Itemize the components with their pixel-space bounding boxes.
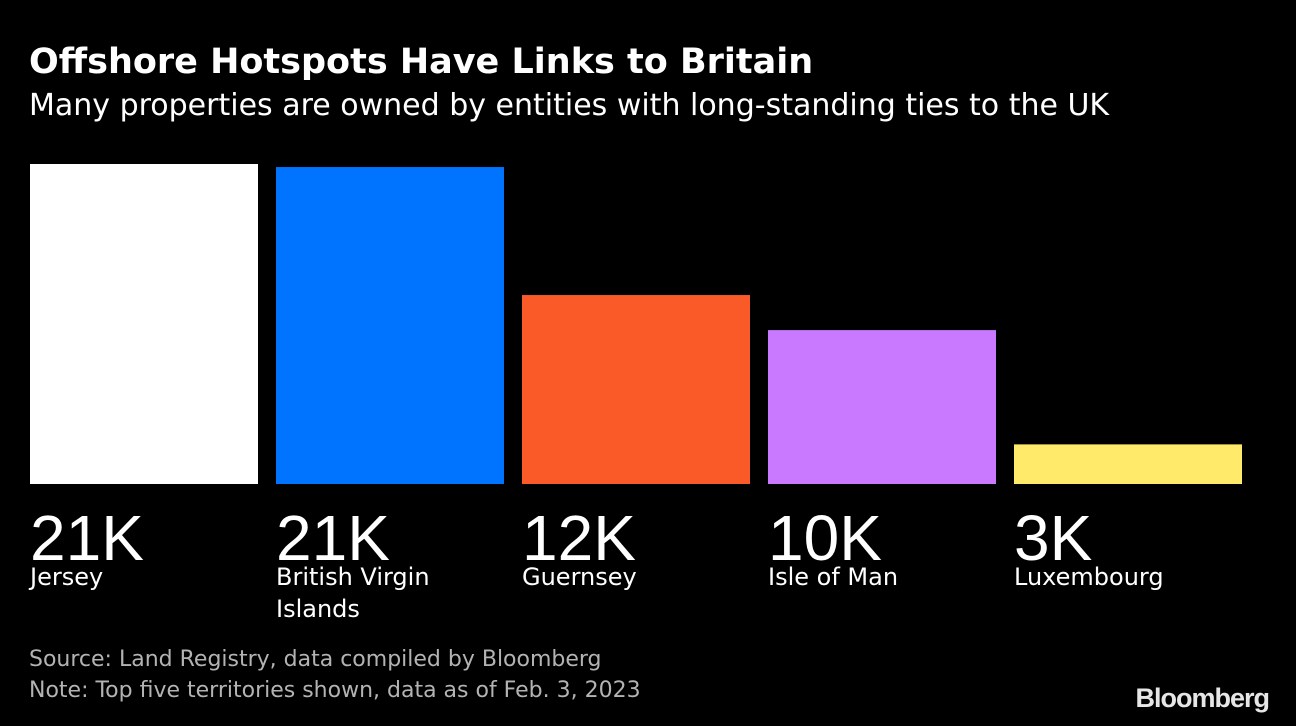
- category-label: Guernsey: [522, 563, 637, 591]
- source-note: Source: Land Registry, data compiled by …: [29, 647, 602, 672]
- chart-subtitle: Many properties are owned by entities wi…: [29, 88, 1110, 123]
- bloomberg-logo: Bloomberg: [1135, 683, 1270, 713]
- data-note: Note: Top five territories shown, data a…: [29, 678, 641, 703]
- bar-jersey: [30, 164, 258, 484]
- chart-footer: Source: Land Registry, data compiled by …: [29, 644, 641, 706]
- bar-luxembourg: [1014, 444, 1242, 484]
- value-label: 21K: [276, 502, 390, 574]
- category-label: Jersey: [28, 563, 103, 591]
- category-label: Luxembourg: [1014, 563, 1164, 591]
- chart-title: Offshore Hotspots Have Links to Britain: [29, 42, 814, 82]
- value-label: 3K: [1014, 502, 1092, 574]
- bar-guernsey: [522, 295, 750, 484]
- value-label: 12K: [522, 502, 636, 574]
- bar-isle-of-man: [768, 330, 996, 484]
- bar-british-virgin-islands: [276, 167, 504, 485]
- category-label: British Virgin: [276, 563, 430, 591]
- category-label: Islands: [276, 595, 360, 623]
- category-label: Isle of Man: [768, 563, 898, 591]
- value-label: 10K: [768, 502, 882, 574]
- value-label: 21K: [30, 502, 144, 574]
